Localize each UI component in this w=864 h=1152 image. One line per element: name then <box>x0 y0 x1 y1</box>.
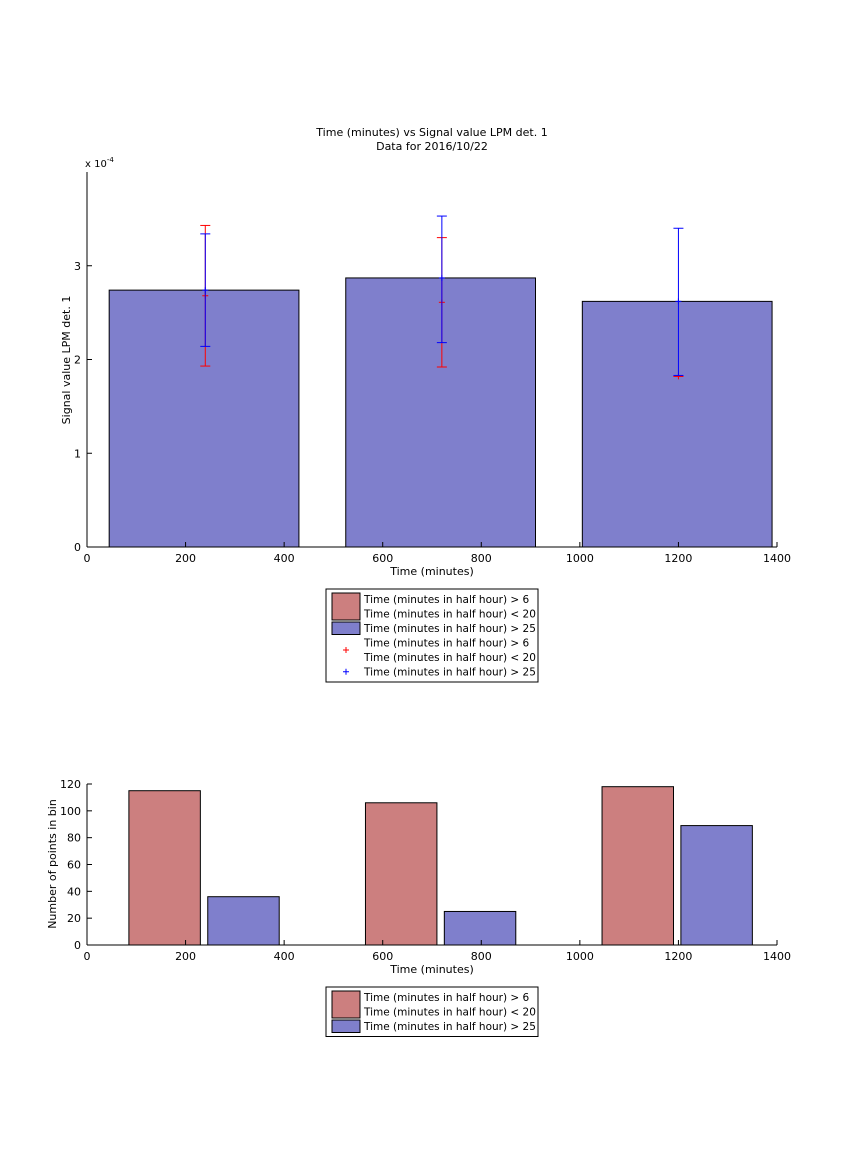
chart1-ylabel: Signal value LPM det. 1 <box>60 296 73 425</box>
chart1-legend-label: Time (minutes in half hour) > 6 <box>363 638 530 650</box>
chart2-y-tick-label: 60 <box>67 859 81 872</box>
chart2-x-tick-label: 1000 <box>566 950 594 963</box>
chart1-y-tick-label: 2 <box>74 354 81 367</box>
signal-chart: Time (minutes) vs Signal value LPM det. … <box>60 126 791 683</box>
chart2-x-tick-label: 800 <box>471 950 492 963</box>
chart2-legend-swatch <box>331 990 361 1019</box>
chart1-x-tick-label: 800 <box>471 552 492 565</box>
chart1-xlabel: Time (minutes) <box>389 565 474 578</box>
chart2-legend-label: Time (minutes in half hour) > 6 <box>363 992 530 1004</box>
chart1-legend-label: Time (minutes in half hour) > 25 <box>363 623 536 635</box>
chart1-bar <box>581 300 773 548</box>
chart1-y-tick-label: 3 <box>74 260 81 273</box>
chart1-subtitle: Data for 2016/10/22 <box>376 140 488 153</box>
chart1-bar <box>345 277 536 548</box>
chart2-bar <box>207 896 280 946</box>
chart1-legend-label: Time (minutes in half hour) > 6 <box>363 594 530 606</box>
chart2-axes: 0 200 400 600 800 1000 1200 1400 0 20 40 60 80 100 120 <box>60 778 791 963</box>
chart1-y-tick-label: 1 <box>74 447 81 460</box>
chart2-legend: Time (minutes in half hour) > 6 Time (min… <box>325 986 539 1037</box>
chart2-legend-label: Time (minutes in half hour) > 25 <box>363 1021 536 1033</box>
chart1-legend-swatch <box>331 621 361 635</box>
chart1-errorbars <box>200 215 684 380</box>
chart2-bar <box>128 790 201 946</box>
chart1-x-tick-label: 0 <box>84 552 91 565</box>
chart2-x-tick-label: 1200 <box>664 950 692 963</box>
chart2-bar <box>364 802 438 946</box>
chart2-y-tick-label: 20 <box>67 912 81 925</box>
chart2-x-tick-label: 400 <box>274 950 295 963</box>
chart1-title: Time (minutes) vs Signal value LPM det. … <box>315 126 547 139</box>
chart2-legend-swatch <box>331 1019 361 1033</box>
chart2-legend-box <box>325 986 539 1037</box>
chart1-x-tick-label: 400 <box>274 552 295 565</box>
chart2-xlabel: Time (minutes) <box>389 963 474 976</box>
chart1-exponent: x 10-4 <box>85 156 114 170</box>
chart1-legend: Time (minutes in half hour) > 6 Time (min… <box>325 588 539 683</box>
chart2-bar <box>601 786 674 946</box>
chart2-x-tick-label: 600 <box>372 950 393 963</box>
chart1-y-tick-label: 0 <box>74 541 81 554</box>
chart2-y-tick-label: 100 <box>60 805 81 818</box>
chart2-x-tick-label: 1400 <box>763 950 791 963</box>
chart1-bars <box>108 277 773 548</box>
chart2-bars <box>128 786 753 946</box>
chart1-legend-label: Time (minutes in half hour) > 25 <box>363 667 536 679</box>
chart2-y-tick-label: 0 <box>74 939 81 952</box>
chart2-y-tick-label: 40 <box>67 885 81 898</box>
chart1-legend-label: Time (minutes in half hour) < 20 <box>363 609 536 621</box>
chart1-legend-swatch <box>331 592 361 621</box>
chart1-x-tick-label: 1400 <box>763 552 791 565</box>
chart2-legend-label: Time (minutes in half hour) < 20 <box>363 1007 536 1019</box>
chart1-x-tick-label: 1000 <box>566 552 594 565</box>
chart2-x-tick-label: 0 <box>84 950 91 963</box>
chart1-bar <box>108 289 300 548</box>
chart1-x-tick-label: 200 <box>175 552 196 565</box>
chart1-legend-label: Time (minutes in half hour) < 20 <box>363 652 536 664</box>
chart2-x-tick-label: 200 <box>175 950 196 963</box>
chart2-bar <box>680 825 753 946</box>
chart2-bar <box>443 910 517 946</box>
chart1-axes: 0 200 400 600 800 1000 1200 1400 0 1 2 3 <box>74 172 791 565</box>
chart2-y-tick-label: 80 <box>67 832 81 845</box>
chart2-y-tick-label: 120 <box>60 778 81 791</box>
count-chart: 0 200 400 600 800 1000 1200 1400 0 20 40 60 80 100 120… <box>46 778 791 1037</box>
chart2-ylabel: Number of points in bin <box>46 799 59 929</box>
chart1-x-tick-label: 600 <box>372 552 393 565</box>
chart1-exponent-power: -4 <box>107 156 115 164</box>
chart1-legend-box <box>325 588 539 683</box>
chart1-exponent-base: x 10 <box>85 159 107 170</box>
chart1-x-tick-label: 1200 <box>664 552 692 565</box>
